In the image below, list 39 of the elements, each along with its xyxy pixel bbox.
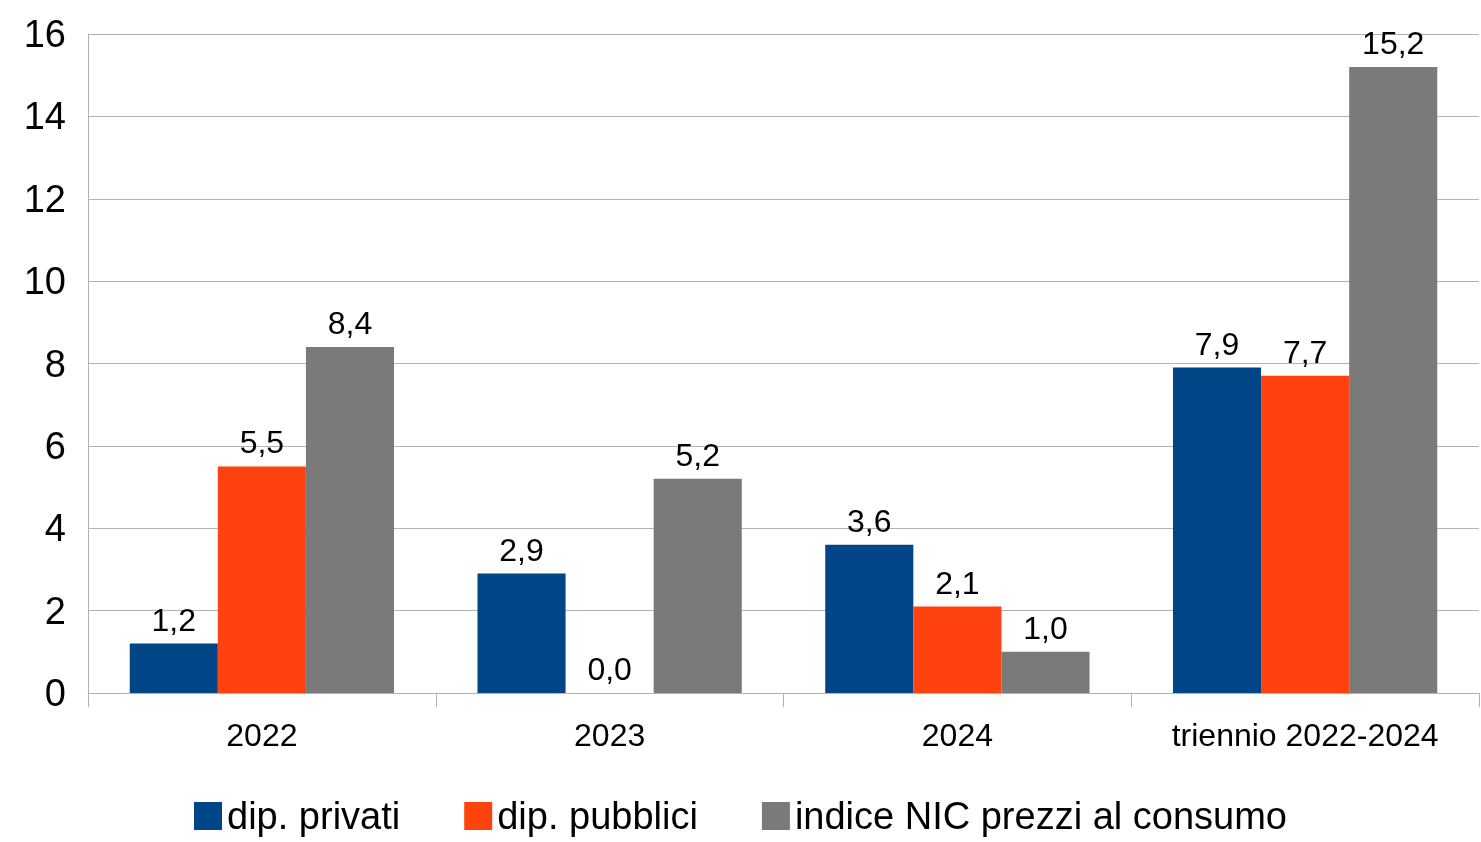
data-label: 2,1 <box>935 564 980 601</box>
bar <box>305 347 395 693</box>
bar <box>217 466 306 693</box>
bar <box>477 573 566 693</box>
legend-label: dip. privati <box>227 795 401 837</box>
bar <box>653 478 742 693</box>
data-label: 5,2 <box>675 436 720 473</box>
y-tick-label: 0 <box>44 672 66 714</box>
data-label: 5,5 <box>239 424 285 461</box>
bar <box>1172 367 1262 693</box>
y-tick-label: 8 <box>44 342 66 385</box>
bar <box>1261 375 1350 693</box>
data-label: 3,6 <box>847 502 892 539</box>
bar <box>1001 651 1090 693</box>
bar <box>1349 66 1438 693</box>
y-tick-label: 12 <box>23 177 66 220</box>
y-tick-label: 10 <box>23 260 66 303</box>
bar <box>129 643 218 693</box>
data-label: 7,7 <box>1282 333 1328 370</box>
data-label: 2,9 <box>499 531 544 568</box>
y-tick-label: 4 <box>44 507 66 550</box>
y-tick-label: 2 <box>44 589 66 632</box>
data-label: 1,0 <box>1023 609 1068 646</box>
x-tick-label: 2023 <box>574 717 646 753</box>
x-tick-label: 2024 <box>921 717 993 753</box>
y-tick-label: 14 <box>23 95 66 138</box>
legend-label: indice NIC prezzi al consumo <box>794 795 1287 837</box>
data-label: 8,4 <box>327 305 373 342</box>
y-tick-label: 16 <box>23 13 66 55</box>
x-tick-label: 2022 <box>226 717 298 753</box>
data-label: 1,2 <box>151 601 197 638</box>
bar <box>825 544 914 693</box>
data-label: 0,0 <box>587 651 632 687</box>
x-tick-label: triennio 2022-2024 <box>1171 717 1439 753</box>
legend-label: dip. pubblici <box>497 795 698 837</box>
data-label: 7,9 <box>1194 325 1240 362</box>
bar <box>913 606 1002 693</box>
y-tick-label: 6 <box>44 424 66 467</box>
data-label: 15,2 <box>1362 24 1425 61</box>
